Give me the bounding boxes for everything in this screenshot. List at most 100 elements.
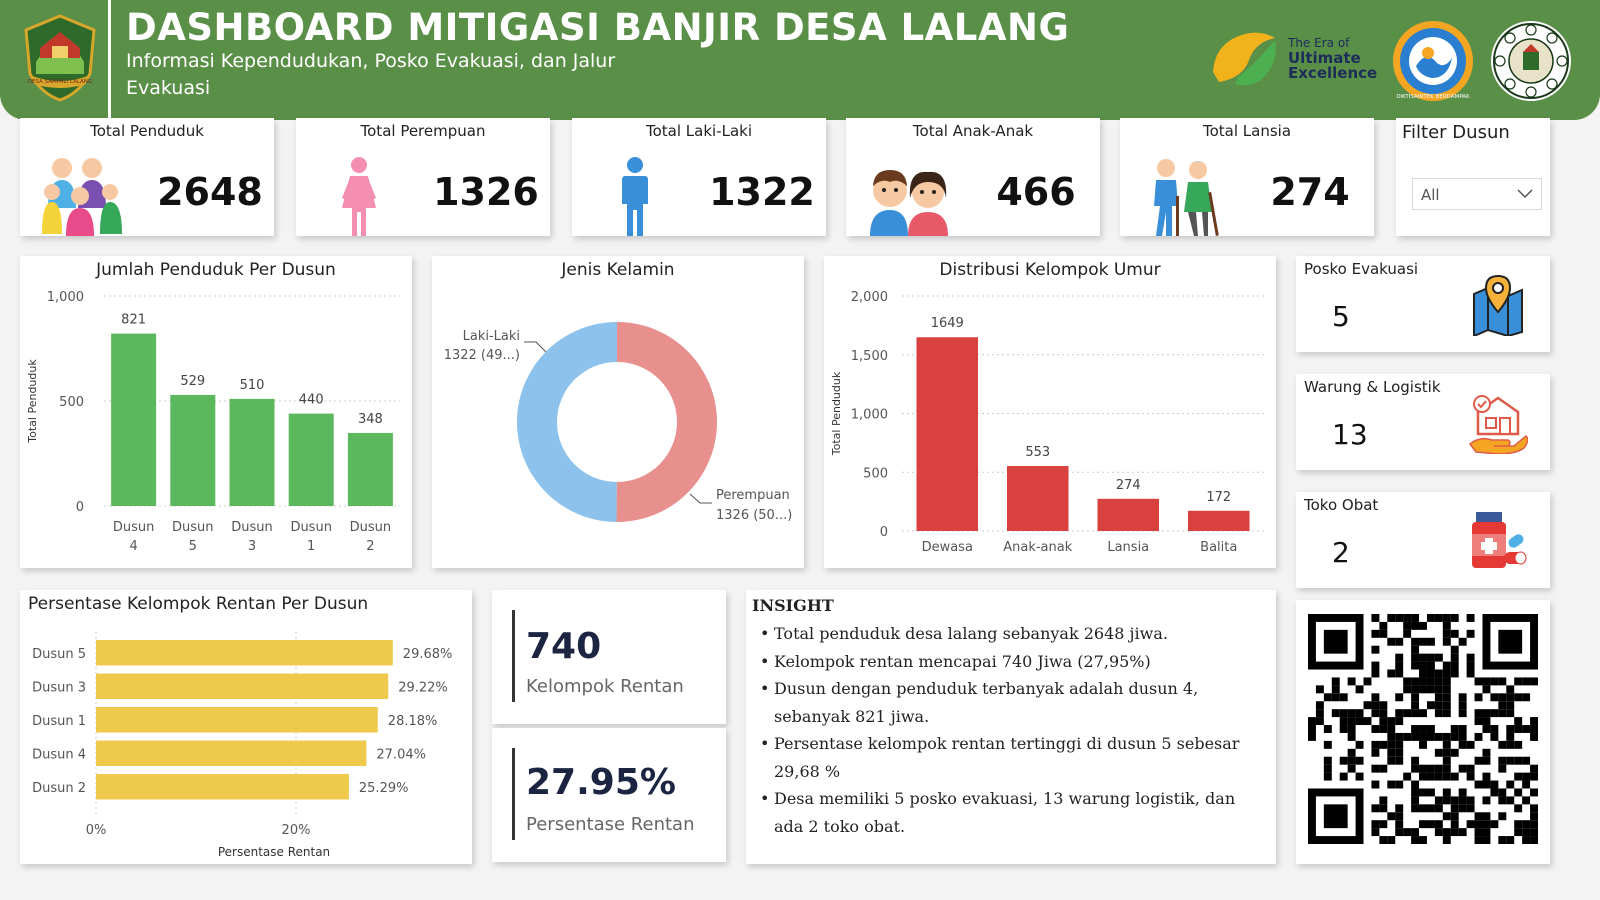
qr-module <box>1450 732 1459 741</box>
qr-module <box>1482 796 1491 805</box>
bar[interactable] <box>288 413 334 506</box>
qr-module <box>1450 748 1459 757</box>
qr-module <box>1442 637 1451 646</box>
qr-module <box>1426 788 1435 797</box>
kpi-total-lansia: Total Lansia 274 <box>1120 118 1374 236</box>
chart-kelompok-umur: Distribusi Kelompok Umur 0 500 1,000 1,500 2… <box>824 256 1276 568</box>
qr-module <box>1419 764 1427 773</box>
qr-module <box>1411 788 1420 797</box>
qr-module <box>1498 709 1507 718</box>
qr-module <box>1450 645 1459 654</box>
qr-module <box>1466 669 1475 678</box>
qr-module <box>1411 677 1420 686</box>
qr-module <box>1419 669 1427 678</box>
bar[interactable] <box>1097 498 1160 531</box>
bar[interactable] <box>96 774 349 800</box>
qr-module <box>1419 788 1427 797</box>
qr-module <box>1458 804 1467 813</box>
qr-module <box>1482 828 1491 837</box>
donut-slice[interactable] <box>517 322 617 522</box>
qr-module <box>1411 685 1420 694</box>
qr-module <box>1371 693 1380 702</box>
side-value: 2 <box>1332 536 1350 569</box>
qr-code[interactable] <box>1308 614 1538 844</box>
bar[interactable] <box>916 337 979 531</box>
x-tick-label: 2 <box>366 539 374 554</box>
qr-module <box>1434 701 1443 710</box>
bar[interactable] <box>96 707 378 733</box>
qr-module <box>1514 725 1523 733</box>
kpi-label: Total Lansia <box>1202 122 1292 140</box>
qr-finder <box>1323 804 1348 829</box>
qr-module <box>1466 629 1475 638</box>
bar[interactable] <box>1187 510 1250 531</box>
qr-module <box>1411 828 1420 837</box>
qr-module <box>1530 828 1538 837</box>
qr-module <box>1426 677 1435 686</box>
side-label: Posko Evakuasi <box>1304 260 1419 278</box>
qr-module <box>1530 836 1538 844</box>
bar[interactable] <box>96 673 389 700</box>
qr-module <box>1506 701 1515 710</box>
qr-module <box>1522 796 1531 805</box>
qr-module <box>1450 653 1459 662</box>
donut-slice[interactable] <box>616 322 718 522</box>
kpi-total-penduduk: Total Penduduk 2648 <box>20 118 274 236</box>
qr-module <box>1331 709 1340 718</box>
qr-module <box>1466 804 1475 813</box>
chart-title: Jumlah Penduduk Per Dusun <box>96 260 336 280</box>
bar[interactable] <box>1006 466 1069 531</box>
insight-item: Persentase kelompok rentan tertinggi di … <box>760 730 1260 785</box>
elderly-icon <box>1154 159 1219 236</box>
bar[interactable] <box>347 432 393 506</box>
qr-module <box>1395 661 1404 670</box>
village-logo: DESA SAMPALI LALANG <box>24 14 96 102</box>
qr-module <box>1514 828 1523 837</box>
filter-selected-value: All <box>1421 186 1440 204</box>
qr-module <box>1403 677 1412 686</box>
qr-module <box>1442 764 1451 773</box>
qr-module <box>1395 693 1404 702</box>
qr-module <box>1379 804 1388 813</box>
qr-module <box>1442 788 1451 797</box>
age-group-bar-chart: 0 500 1,000 1,500 2,000 Total Penduduk 1649 Dew… <box>830 290 1264 555</box>
qr-module <box>1363 717 1372 726</box>
qr-module <box>1331 685 1340 694</box>
qr-module <box>1450 669 1459 678</box>
qr-module <box>1411 661 1420 670</box>
bar[interactable] <box>111 333 157 506</box>
y-tick-label: Dusun 4 <box>32 747 86 762</box>
qr-module <box>1522 780 1531 789</box>
data-label: 172 <box>1206 490 1231 505</box>
qr-module <box>1403 709 1412 718</box>
qr-module <box>1339 693 1348 702</box>
bar[interactable] <box>96 640 393 666</box>
qr-module <box>1482 709 1491 718</box>
qr-module <box>1434 804 1443 813</box>
qr-module <box>1426 732 1435 741</box>
qr-module <box>1308 717 1316 726</box>
qr-module <box>1522 725 1531 733</box>
slice-name: Perempuan <box>716 488 790 503</box>
kpi-persentase-rentan: 27.95% Persentase Rentan <box>492 728 726 862</box>
y-axis-label: Total Penduduk <box>26 359 39 444</box>
qr-module <box>1347 732 1356 741</box>
insight-panel: INSIGHT Total penduduk desa lalang seban… <box>746 590 1276 864</box>
qr-module <box>1498 788 1507 797</box>
bar[interactable] <box>170 394 216 506</box>
qr-module <box>1442 669 1451 678</box>
qr-module <box>1387 732 1396 741</box>
qr-module <box>1395 637 1404 646</box>
qr-module <box>1530 788 1538 797</box>
qr-module <box>1387 669 1396 678</box>
chart-title: Jenis Kelamin <box>561 260 675 280</box>
bar[interactable] <box>229 398 275 506</box>
qr-module <box>1323 740 1332 749</box>
qr-module <box>1347 717 1356 726</box>
qr-module <box>1419 685 1427 694</box>
filter-dusun-dropdown[interactable]: All <box>1412 178 1542 210</box>
bar[interactable] <box>96 740 367 767</box>
qr-module <box>1315 709 1324 718</box>
qr-module <box>1450 812 1459 821</box>
data-label: 25.29% <box>359 781 409 796</box>
